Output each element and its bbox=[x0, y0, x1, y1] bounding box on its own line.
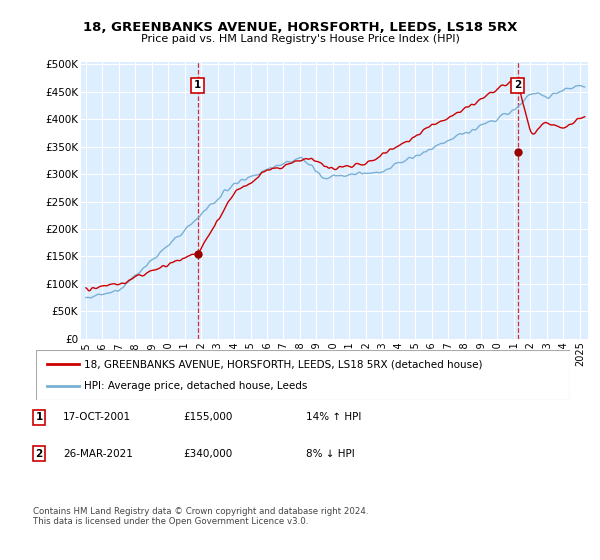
Text: 14% ↑ HPI: 14% ↑ HPI bbox=[306, 412, 361, 422]
Text: 18, GREENBANKS AVENUE, HORSFORTH, LEEDS, LS18 5RX (detached house): 18, GREENBANKS AVENUE, HORSFORTH, LEEDS,… bbox=[84, 359, 482, 369]
Text: HPI: Average price, detached house, Leeds: HPI: Average price, detached house, Leed… bbox=[84, 381, 307, 391]
Text: Contains HM Land Registry data © Crown copyright and database right 2024.
This d: Contains HM Land Registry data © Crown c… bbox=[33, 507, 368, 526]
Text: £155,000: £155,000 bbox=[183, 412, 232, 422]
Text: 1: 1 bbox=[35, 412, 43, 422]
Text: 17-OCT-2001: 17-OCT-2001 bbox=[63, 412, 131, 422]
Text: 18, GREENBANKS AVENUE, HORSFORTH, LEEDS, LS18 5RX: 18, GREENBANKS AVENUE, HORSFORTH, LEEDS,… bbox=[83, 21, 517, 34]
Text: 26-MAR-2021: 26-MAR-2021 bbox=[63, 449, 133, 459]
Text: £340,000: £340,000 bbox=[183, 449, 232, 459]
Text: 2: 2 bbox=[35, 449, 43, 459]
Text: 8% ↓ HPI: 8% ↓ HPI bbox=[306, 449, 355, 459]
Text: 1: 1 bbox=[194, 80, 202, 90]
Text: Price paid vs. HM Land Registry's House Price Index (HPI): Price paid vs. HM Land Registry's House … bbox=[140, 34, 460, 44]
Text: 2: 2 bbox=[514, 80, 521, 90]
FancyBboxPatch shape bbox=[36, 350, 570, 400]
